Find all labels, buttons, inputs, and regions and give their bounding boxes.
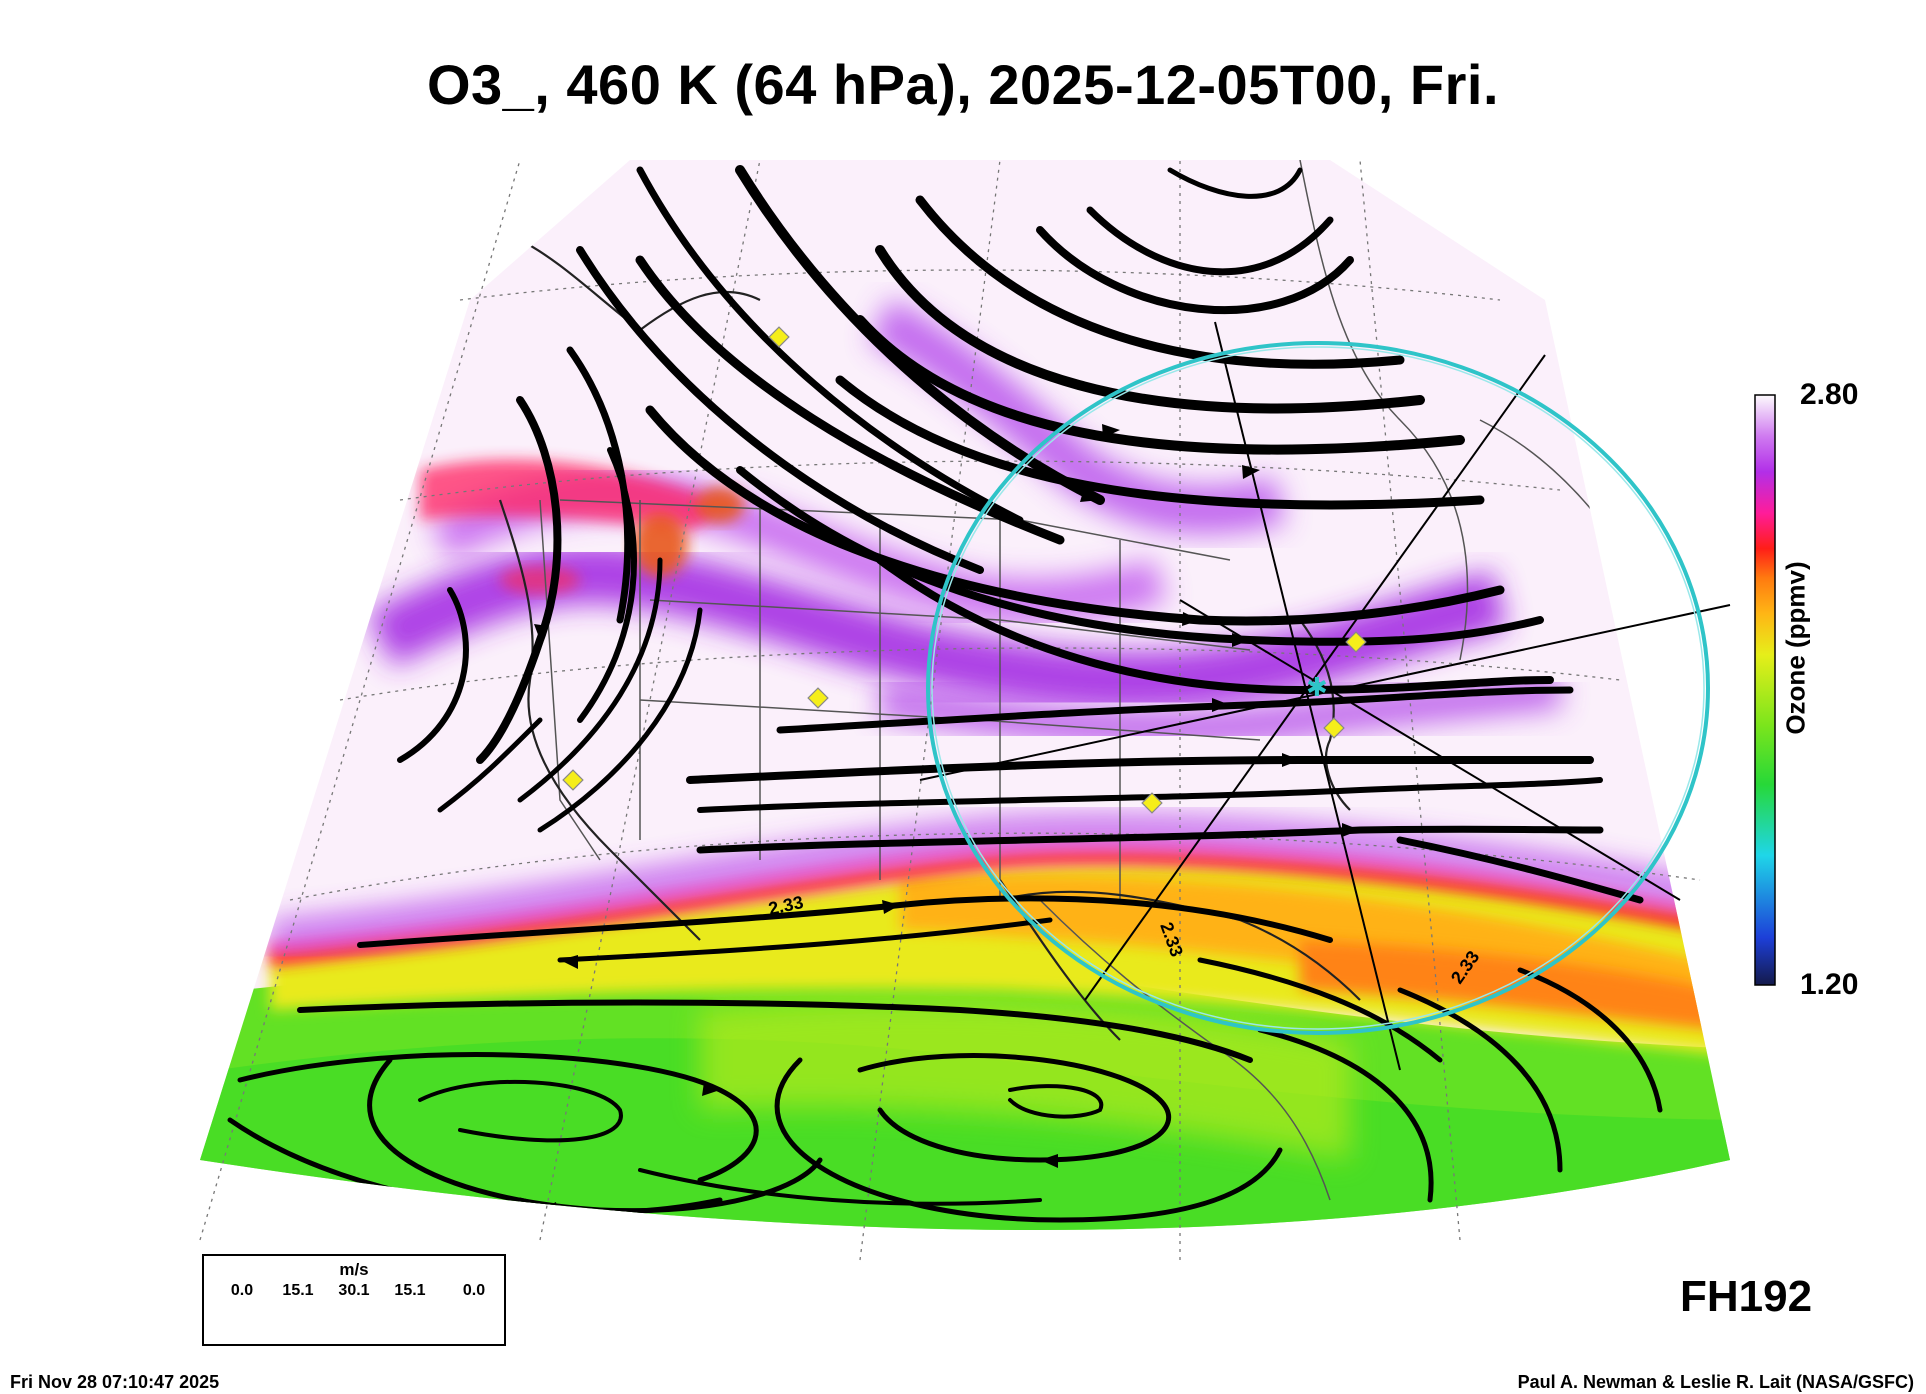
transect-lines (919, 321, 1731, 1071)
footer-credit: Paul A. Newman & Leslie R. Lait (NASA/GS… (1517, 1372, 1914, 1392)
vortex-ring: ✱ (926, 341, 1710, 1035)
map-title: O3_, 460 K (64 hPa), 2025-12-05T00, Fri. (426, 53, 1500, 116)
vector-legend-tick: 0.0 (462, 1282, 486, 1299)
station-marker (1141, 792, 1163, 814)
ring-center-star: ✱ (1306, 673, 1328, 703)
colorbar-max-label: 2.80 (1800, 378, 1859, 411)
colorbar-min-label: 1.20 (1800, 968, 1859, 1001)
forecast-hour: FH192 (1680, 1272, 1813, 1321)
station-marker (1345, 631, 1367, 653)
vector-legend-tick: 30.1 (338, 1282, 370, 1299)
station-marker (1323, 717, 1345, 739)
footer-timestamp: Fri Nov 28 07:10:47 2025 (10, 1372, 220, 1392)
station-markers (562, 326, 1367, 814)
colorbar-axis-label: Ozone (ppmv) (1780, 561, 1811, 735)
streamlines (227, 165, 1663, 1230)
vector-legend: m/s 0.0 15.1 30.1 15.1 0.0 (202, 1254, 506, 1346)
station-marker (768, 326, 790, 348)
station-marker (562, 769, 584, 791)
vector-legend-tick: 15.1 (282, 1282, 314, 1299)
vector-legend-tick: 0.0 (230, 1282, 254, 1299)
vector-legend-tick: 15.1 (394, 1282, 426, 1299)
vector-legend-unit: m/s (339, 1260, 369, 1279)
colorbar (1754, 394, 1776, 986)
station-marker (807, 687, 829, 709)
ozone-field (200, 160, 1730, 1230)
